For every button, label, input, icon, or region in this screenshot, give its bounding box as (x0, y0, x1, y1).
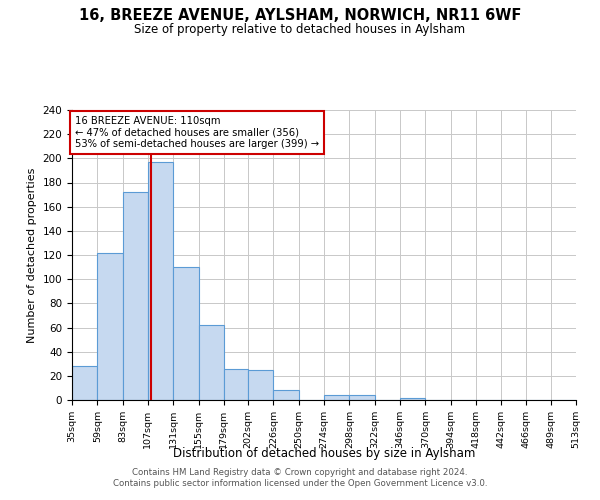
Y-axis label: Number of detached properties: Number of detached properties (27, 168, 37, 342)
Text: Distribution of detached houses by size in Aylsham: Distribution of detached houses by size … (173, 448, 475, 460)
Bar (97, 252, 122, 400)
Text: Contains HM Land Registry data © Crown copyright and database right 2024.
Contai: Contains HM Land Registry data © Crown c… (113, 468, 487, 487)
Bar (224, 368, 248, 400)
Bar (400, 398, 425, 400)
Bar (349, 395, 374, 400)
Bar (148, 162, 173, 400)
Text: 16, BREEZE AVENUE, AYLSHAM, NORWICH, NR11 6WF: 16, BREEZE AVENUE, AYLSHAM, NORWICH, NR1… (79, 8, 521, 22)
Text: Size of property relative to detached houses in Aylsham: Size of property relative to detached ho… (134, 22, 466, 36)
Bar (173, 267, 199, 400)
Text: 16 BREEZE AVENUE: 110sqm
← 47% of detached houses are smaller (356)
53% of semi-: 16 BREEZE AVENUE: 110sqm ← 47% of detach… (75, 116, 319, 149)
Bar (199, 325, 224, 400)
Bar (248, 370, 274, 400)
Bar (122, 192, 148, 400)
Bar (324, 395, 349, 400)
Bar (274, 390, 299, 400)
Bar (72, 366, 97, 400)
